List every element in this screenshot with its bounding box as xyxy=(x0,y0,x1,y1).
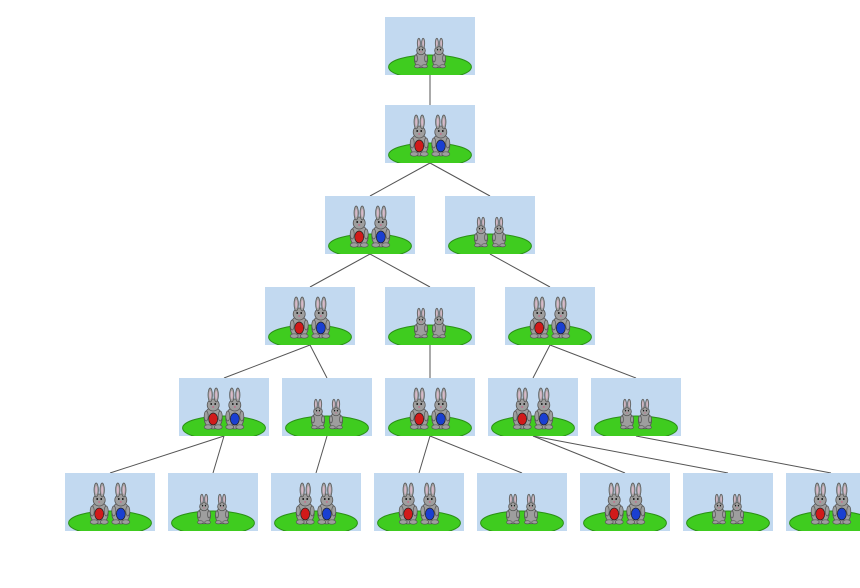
rabbit-pair-baby xyxy=(385,287,475,349)
tree-edge xyxy=(310,345,327,378)
rabbit-pair-adult xyxy=(580,473,670,535)
tree-edge xyxy=(419,436,430,473)
rabbit-pair-adult xyxy=(325,196,415,258)
tree-edge xyxy=(490,254,550,287)
rabbit-pair-baby xyxy=(282,378,372,440)
fibonacci-rabbit-tree xyxy=(0,0,860,588)
tree-edge xyxy=(370,254,430,287)
tree-edge xyxy=(370,163,430,196)
tree-edge xyxy=(110,436,224,473)
tree-edge xyxy=(550,345,636,378)
tree-edge xyxy=(316,436,327,473)
tree-edge xyxy=(533,345,550,378)
rabbit-pair-adult xyxy=(179,378,269,440)
tree-edge xyxy=(310,254,370,287)
tree-edge xyxy=(533,436,728,473)
tree-edge xyxy=(533,436,625,473)
rabbit-pair-baby xyxy=(168,473,258,535)
rabbit-pair-adult xyxy=(265,287,355,349)
rabbit-pair-adult xyxy=(488,378,578,440)
rabbit-pair-adult xyxy=(385,378,475,440)
tree-edge xyxy=(224,345,310,378)
rabbit-pair-adult xyxy=(385,105,475,167)
rabbit-pair-adult xyxy=(374,473,464,535)
rabbit-pair-adult xyxy=(505,287,595,349)
rabbit-pair-adult xyxy=(786,473,860,535)
rabbit-pair-baby xyxy=(683,473,773,535)
nodes-layer xyxy=(65,17,860,535)
rabbit-pair-adult xyxy=(65,473,155,535)
rabbit-pair-baby xyxy=(445,196,535,258)
tree-edge xyxy=(636,436,831,473)
rabbit-pair-baby xyxy=(385,17,475,79)
rabbit-pair-baby xyxy=(591,378,681,440)
rabbit-pair-adult xyxy=(271,473,361,535)
tree-edge xyxy=(430,436,522,473)
rabbit-pair-baby xyxy=(477,473,567,535)
tree-edge xyxy=(430,163,490,196)
tree-edge xyxy=(213,436,224,473)
